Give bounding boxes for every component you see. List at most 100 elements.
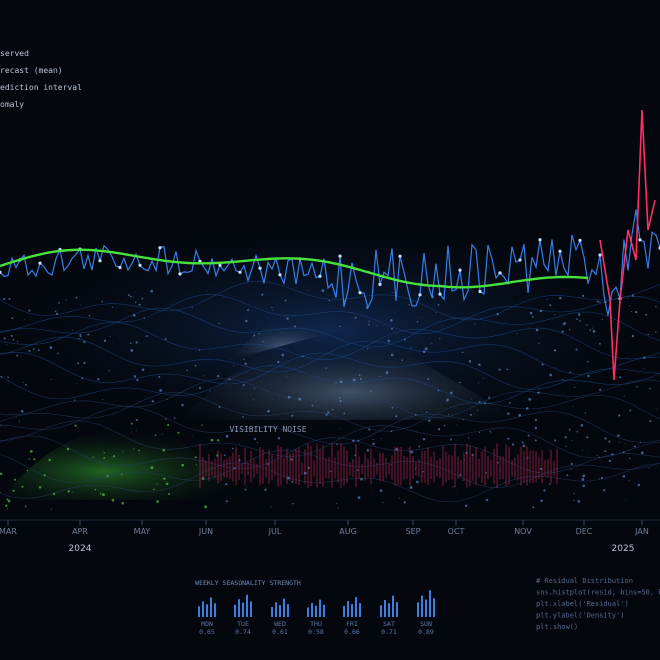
dot <box>201 424 203 426</box>
dot <box>56 312 59 315</box>
dot <box>385 371 389 374</box>
dot <box>146 335 148 337</box>
dot <box>134 301 137 303</box>
dot <box>611 453 614 456</box>
seasonality-bar-deco <box>347 601 349 617</box>
dot <box>339 427 341 429</box>
dot <box>450 391 453 395</box>
dot <box>532 506 535 509</box>
dot <box>103 457 106 459</box>
dot <box>511 443 515 446</box>
seasonality-bar <box>246 594 248 617</box>
dot <box>216 439 220 442</box>
dot <box>329 470 332 472</box>
dot <box>217 374 220 378</box>
dot <box>281 331 283 333</box>
year-label: 2024 <box>69 544 92 554</box>
dot <box>418 445 421 448</box>
dot <box>376 324 378 327</box>
dot <box>135 418 138 422</box>
dot <box>67 490 70 493</box>
dot <box>529 327 531 329</box>
dot <box>468 437 470 439</box>
dot <box>576 430 578 433</box>
dot <box>461 351 464 354</box>
dot <box>33 348 35 350</box>
dot <box>518 413 522 417</box>
dot <box>627 357 629 358</box>
dot <box>191 306 193 309</box>
dot <box>521 441 524 444</box>
dot <box>617 434 620 437</box>
seasonality-bar-deco <box>238 599 240 617</box>
seasonality-bar-deco <box>279 605 281 617</box>
dot <box>428 419 431 422</box>
seasonality-bar-deco <box>388 603 390 617</box>
dot <box>507 437 510 440</box>
dot <box>534 418 538 422</box>
dot <box>109 335 111 337</box>
dot <box>506 368 508 371</box>
dot <box>415 414 417 416</box>
dot <box>58 302 60 304</box>
dot <box>198 386 202 390</box>
dot <box>24 505 27 508</box>
dot <box>164 338 167 341</box>
dot <box>239 443 241 445</box>
dot <box>488 396 491 399</box>
dot <box>581 478 585 481</box>
dot <box>656 408 658 410</box>
dot <box>210 438 214 442</box>
dot <box>655 331 657 333</box>
dot <box>79 335 82 338</box>
dot <box>257 441 259 444</box>
dot <box>106 474 109 478</box>
dot <box>592 327 594 329</box>
dot <box>244 488 247 491</box>
dot <box>357 439 360 442</box>
dot <box>640 451 644 455</box>
dot <box>357 496 361 499</box>
dot <box>549 373 552 377</box>
dot <box>252 336 254 338</box>
forecast-line <box>0 248 589 289</box>
dot <box>81 377 84 379</box>
dot <box>390 464 392 466</box>
seasonality-bar-deco <box>359 603 361 617</box>
dot <box>203 375 205 377</box>
dot <box>649 420 652 423</box>
seasonality-bar <box>392 595 394 617</box>
observed-dot <box>498 271 502 275</box>
dot <box>349 311 351 313</box>
dot <box>347 390 349 392</box>
dot <box>186 369 188 371</box>
dot <box>129 295 132 298</box>
dot <box>78 338 80 340</box>
dot <box>133 375 137 378</box>
dot <box>158 375 161 378</box>
dot <box>474 323 476 325</box>
dot <box>643 368 644 370</box>
seasonality-title: WEEKLY SEASONALITY STRENGTH <box>195 579 301 587</box>
dot <box>21 485 24 488</box>
dot <box>598 456 600 458</box>
dot <box>356 469 359 471</box>
dot <box>243 358 245 361</box>
dot <box>546 298 548 300</box>
dot <box>71 329 73 331</box>
dot <box>103 451 105 454</box>
dot <box>446 398 449 401</box>
dot <box>336 503 338 505</box>
dot <box>246 486 248 488</box>
dot <box>439 338 441 340</box>
dot <box>270 506 272 508</box>
dot <box>565 445 567 447</box>
dot <box>580 424 584 427</box>
dot <box>101 300 104 303</box>
dot <box>567 398 569 400</box>
observed-dot <box>138 263 142 267</box>
dot <box>242 384 245 387</box>
dot <box>52 492 56 496</box>
dot <box>92 456 94 458</box>
code-line: # Residual Distribution <box>536 577 633 585</box>
